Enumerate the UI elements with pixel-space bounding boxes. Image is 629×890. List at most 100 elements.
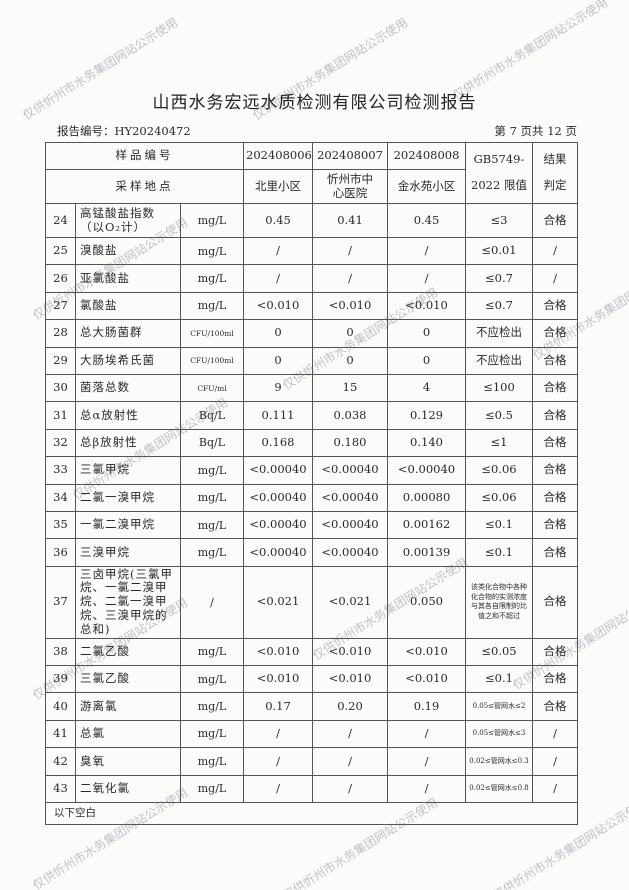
value: /: [243, 774, 313, 804]
result-header: 结果 判定: [532, 142, 578, 204]
limit: ≤0.7: [465, 291, 533, 321]
item-name: 菌落总数: [75, 373, 181, 403]
value: <0.00040: [243, 483, 313, 512]
value: <0.00040: [243, 456, 313, 485]
table-row: 24 高锰酸盐指数（以O₂计） mg/L 0.45 0.41 0.45 ≤3 合格: [45, 203, 578, 238]
sample-no: 202408006: [243, 142, 313, 170]
sample-no: 202408008: [387, 142, 466, 170]
value: 0.20: [312, 692, 388, 721]
row-number: 33: [45, 456, 76, 485]
value: <0.010: [312, 637, 388, 667]
value: 0: [312, 346, 388, 375]
table-row: 25 溴酸盐 mg/L / / / ≤0.01/: [45, 236, 578, 266]
table-row: 39 三氯乙酸 mg/L <0.010 <0.010 <0.010 ≤0.1 合格: [45, 665, 578, 694]
table-row: 43 二氧化氯 mg/L / //0.02≤管网水≤0.8/: [45, 774, 578, 804]
value: 0.168: [243, 428, 313, 458]
unit: mg/L: [180, 747, 244, 776]
unit: /: [180, 565, 244, 639]
limit-header: GB5749- 2022 限值: [465, 142, 533, 204]
row-number: 36: [45, 538, 76, 567]
table-row: 38 二氯乙酸 mg/L <0.010 <0.010 <0.010 ≤0.05 合格: [45, 637, 578, 667]
value: <0.010: [243, 665, 313, 694]
result: 合格: [532, 483, 578, 512]
value: /: [387, 774, 466, 804]
row-number: 26: [45, 264, 76, 293]
limit: ≤0.5: [465, 401, 533, 430]
value: 0.45: [243, 203, 313, 238]
value: 9: [243, 373, 313, 403]
site-label: 采样地点: [45, 169, 244, 204]
row-number: 29: [45, 346, 76, 375]
row-number: 34: [45, 483, 76, 512]
value: <0.00040: [312, 483, 388, 512]
value: 0.129: [387, 401, 466, 430]
value: 0.00162: [387, 510, 466, 540]
row-number: 35: [45, 510, 76, 540]
row-number: 28: [45, 319, 76, 348]
sample-no: 202408007: [312, 142, 388, 170]
result: 合格: [532, 510, 578, 540]
result: 合格: [532, 291, 578, 321]
limit: ≤0.05: [465, 637, 533, 667]
unit: mg/L: [180, 236, 244, 266]
limit: 该类化合物中各种化合物的实测浓度与其各自限制的比值之和不超过: [465, 565, 533, 639]
item-name: 二氯一溴甲烷: [75, 483, 181, 512]
unit: mg/L: [180, 665, 244, 694]
value: 0.17: [243, 692, 313, 721]
unit: mg/L: [180, 719, 244, 749]
result: 合格: [532, 319, 578, 348]
value: /: [387, 236, 466, 266]
value: <0.021: [312, 565, 388, 639]
table-row: 26 亚氯酸盐 mg/L / / / ≤0.7/: [45, 264, 578, 293]
row-number: 40: [45, 692, 76, 721]
limit: 0.02≤管网水≤0.8: [465, 774, 533, 804]
result: /: [532, 747, 578, 776]
limit: 不应检出: [465, 346, 533, 375]
table-row: 32 总β放射性 Bq/L 0.168 0.180 0.140 ≤1 合格: [45, 428, 578, 458]
item-name: 溴酸盐: [75, 236, 181, 266]
row-number: 41: [45, 719, 76, 749]
value: <0.00040: [387, 456, 466, 485]
result: 合格: [532, 456, 578, 485]
result: 合格: [532, 373, 578, 403]
table-row: 41 总氯 mg/L / //0.05≤管网水≤3/: [45, 719, 578, 749]
row-number: 38: [45, 637, 76, 667]
row-number: 27: [45, 291, 76, 321]
result: /: [532, 264, 578, 293]
value: <0.00040: [243, 510, 313, 540]
report-title: 山西水务宏远水质检测有限公司检测报告: [152, 93, 477, 113]
header-row-site: 采样地点 北里小区 忻州市中心医院 金水苑小区: [45, 169, 578, 204]
unit: mg/L: [180, 456, 244, 485]
row-number: 31: [45, 401, 76, 430]
table-row: 33 三氯甲烷 mg/L <0.00040 <0.00040 <0.00040 ≤0.06 合…: [45, 456, 578, 485]
table-row: 27 氯酸盐 mg/L <0.010 <0.010 <0.010 ≤0.7 合格: [45, 291, 578, 321]
limit: ≤0.06: [465, 483, 533, 512]
result: 合格: [532, 346, 578, 375]
result: 合格: [532, 538, 578, 567]
result: 合格: [532, 692, 578, 721]
result: /: [532, 719, 578, 749]
unit: mg/L: [180, 203, 244, 238]
value: <0.010: [243, 637, 313, 667]
footer-note: 以下空白: [45, 802, 578, 826]
value: /: [387, 747, 466, 776]
result: 合格: [532, 637, 578, 667]
limit: 0.02≤管网水≤0.3: [465, 747, 533, 776]
unit: Bq/L: [180, 428, 244, 458]
value: 0.050: [387, 565, 466, 639]
sample-no-label: 样品编号: [45, 142, 244, 170]
value: 0: [243, 319, 313, 348]
unit: mg/L: [180, 692, 244, 721]
value: /: [312, 236, 388, 266]
value: /: [312, 747, 388, 776]
value: /: [312, 719, 388, 749]
item-name: 总氯: [75, 719, 181, 749]
item-name: 大肠埃希氏菌: [75, 346, 181, 375]
limit: ≤100: [465, 373, 533, 403]
limit: 0.05≤管网水≤2: [465, 692, 533, 721]
value: <0.010: [387, 291, 466, 321]
report-number: 报告编号：HY20240472: [57, 124, 191, 138]
table-row: 42 臭氧 mg/L / //0.02≤管网水≤0.3/: [45, 747, 578, 776]
item-name: 总大肠菌群: [75, 319, 181, 348]
value: 15: [312, 373, 388, 403]
